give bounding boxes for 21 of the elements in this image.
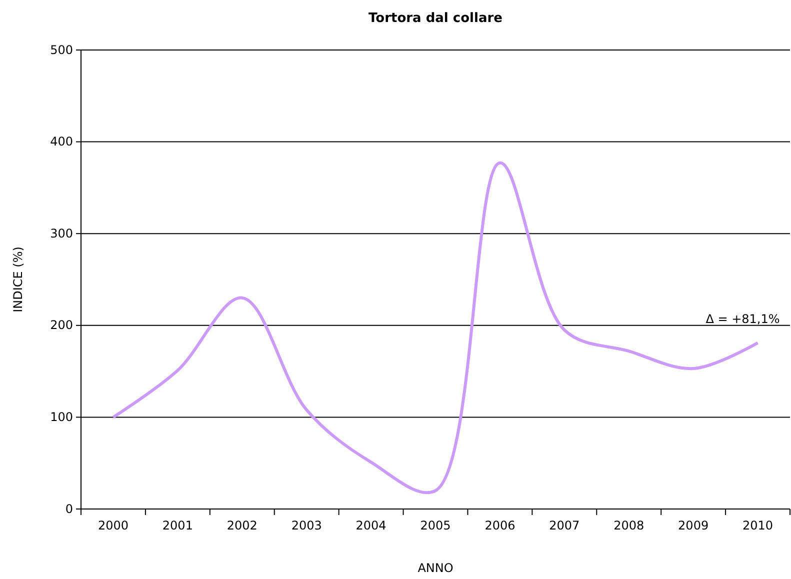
y-tick-label: 500 (50, 42, 73, 57)
y-tick-label: 200 (50, 318, 73, 332)
x-tick-label: 2009 (678, 518, 709, 533)
x-tick-label: 2000 (98, 518, 128, 533)
x-tick-label: 2007 (549, 518, 580, 533)
y-tick-label: 400 (50, 134, 73, 149)
x-tick-label: 2005 (420, 518, 451, 533)
x-tick-label: 2008 (614, 518, 644, 533)
x-tick-label: 2010 (742, 518, 774, 533)
chart-title: Tortora dal collare (368, 11, 503, 26)
y-tick-label: 0 (65, 502, 73, 516)
x-tick-label: 2006 (484, 518, 516, 533)
y-axis-title: INDICE (%) (11, 246, 25, 312)
x-tick-label: 2002 (226, 518, 258, 533)
x-tick-label: 2001 (162, 518, 193, 533)
x-tick-label: 2003 (291, 518, 322, 533)
x-tick-label: 2004 (356, 518, 386, 533)
y-tick-label: 300 (50, 226, 73, 240)
annotation: Δ = +81,1% (706, 312, 780, 326)
y-tick-label: 100 (50, 410, 73, 424)
x-axis-title: ANNO (418, 561, 454, 575)
